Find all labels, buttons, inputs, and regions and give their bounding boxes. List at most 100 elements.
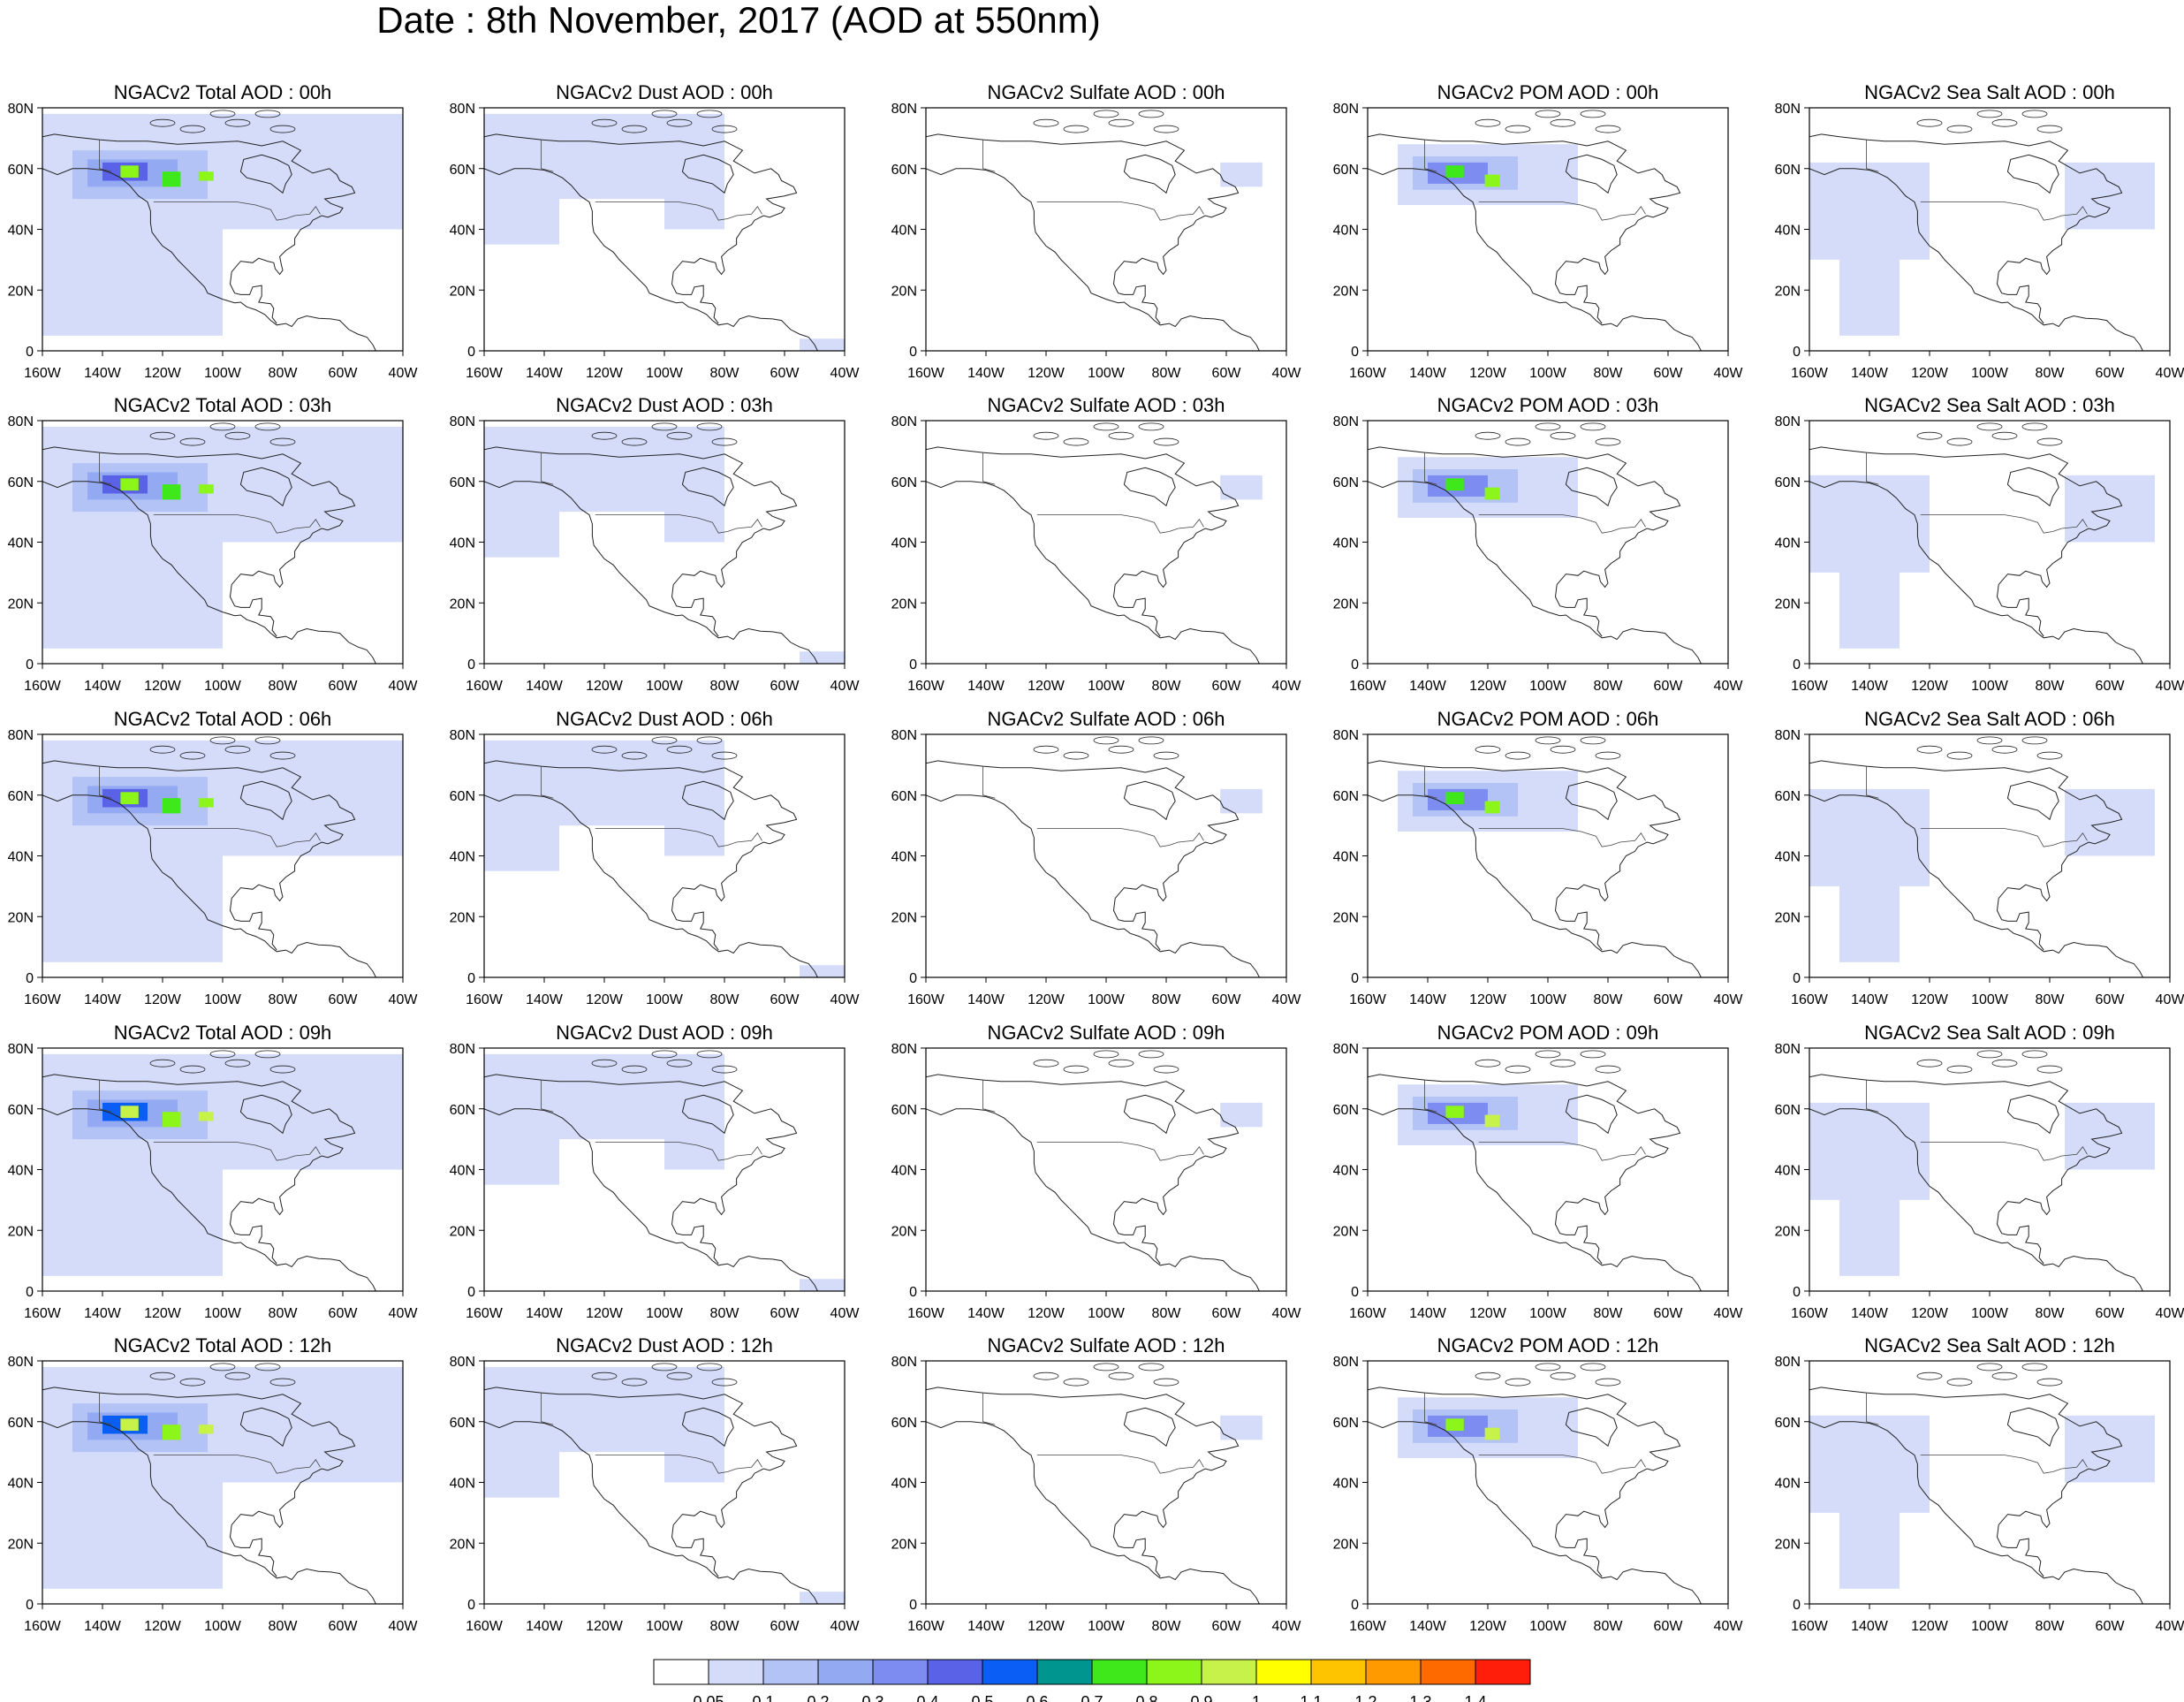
island-outline xyxy=(2036,1065,2063,1074)
island-outline xyxy=(1535,736,1561,745)
panel-title: NGACv2 Sea Salt AOD : 12h xyxy=(1864,1334,2115,1356)
x-tick-label: 100W xyxy=(646,1619,684,1634)
coastline xyxy=(484,1074,798,1216)
y-tick-label: 20N xyxy=(1333,596,1359,612)
x-tick-label: 80W xyxy=(710,1306,740,1321)
island-outline xyxy=(224,1059,251,1068)
x-tick-label: 60W xyxy=(2096,366,2126,381)
y-tick-label: 60N xyxy=(1333,789,1359,804)
y-tick-label: 80N xyxy=(1775,102,1801,117)
coastline xyxy=(2006,1094,2059,1135)
y-tick-label: 60N xyxy=(8,1416,34,1431)
x-tick-label: 40W xyxy=(2156,1306,2184,1321)
x-tick-label: 80W xyxy=(2036,1619,2066,1634)
panel-title: NGACv2 POM AOD : 03h xyxy=(1437,394,1659,416)
x-tick-label: 120W xyxy=(144,1619,182,1634)
country-border xyxy=(1478,1455,1646,1474)
island-outline xyxy=(696,1363,723,1371)
x-tick-label: 60W xyxy=(1654,1306,1684,1321)
island-outline xyxy=(1138,736,1164,745)
aod-patch xyxy=(163,1425,181,1440)
y-tick-label: 20N xyxy=(450,596,475,612)
x-tick-label: 120W xyxy=(1469,679,1507,694)
island-outline xyxy=(711,751,738,760)
y-tick-label: 0 xyxy=(26,657,34,672)
y-tick-label: 0 xyxy=(1793,971,1801,986)
island-outline xyxy=(179,1065,206,1074)
coastline xyxy=(1565,467,1618,507)
x-tick-label: 100W xyxy=(1088,679,1126,694)
map-panel-dust-2: NGACv2 Dust AOD : 06h 160W 140W 120W 100W 80W… xyxy=(450,708,861,1007)
y-tick-label: 40N xyxy=(891,536,917,551)
island-outline xyxy=(1580,1050,1606,1059)
y-tick-label: 80N xyxy=(8,728,34,743)
x-tick-label: 60W xyxy=(1212,1306,1242,1321)
y-tick-label: 20N xyxy=(1775,910,1801,925)
island-outline xyxy=(1138,422,1164,431)
island-outline xyxy=(651,736,678,745)
x-tick-label: 160W xyxy=(466,992,504,1007)
colorbar-swatch xyxy=(653,1659,709,1685)
panel-title: NGACv2 Sulfate AOD : 06h xyxy=(987,708,1225,730)
island-outline xyxy=(209,1050,236,1059)
y-tick-label: 60N xyxy=(1775,1416,1801,1431)
y-tick-label: 0 xyxy=(26,345,34,360)
country-border xyxy=(1424,1392,1437,1425)
coastline xyxy=(926,133,1240,276)
x-tick-label: 100W xyxy=(1971,366,2009,381)
y-tick-label: 60N xyxy=(1333,163,1359,178)
x-tick-label: 160W xyxy=(1349,1619,1387,1634)
island-outline xyxy=(254,1363,281,1371)
colorbar-swatch xyxy=(927,1659,983,1685)
coastline xyxy=(1112,271,1161,324)
panel-title: NGACv2 POM AOD : 00h xyxy=(1437,81,1659,103)
island-outline xyxy=(209,110,236,118)
island-outline xyxy=(1093,1363,1119,1371)
panel-title: NGACv2 Total AOD : 03h xyxy=(114,394,332,416)
y-tick-label: 60N xyxy=(1775,789,1801,804)
x-tick-label: 160W xyxy=(907,679,945,694)
x-tick-label: 140W xyxy=(967,679,1005,694)
coastline xyxy=(1565,1407,1618,1447)
island-outline xyxy=(149,1059,176,1068)
x-tick-label: 140W xyxy=(84,1619,122,1634)
x-tick-label: 160W xyxy=(1349,679,1387,694)
x-tick-label: 120W xyxy=(144,1306,182,1321)
country-border xyxy=(1920,514,2088,534)
colorbar-label: 1 xyxy=(1252,1693,1261,1702)
y-tick-label: 40N xyxy=(1775,1164,1801,1179)
coastline xyxy=(484,168,818,351)
aod-patch xyxy=(198,1112,214,1121)
country-border xyxy=(1036,514,1204,534)
y-tick-label: 40N xyxy=(1333,1164,1359,1179)
island-outline xyxy=(1475,745,1501,754)
country-border xyxy=(595,201,762,221)
island-outline xyxy=(1550,118,1576,127)
island-outline xyxy=(621,437,648,446)
x-tick-label: 80W xyxy=(269,366,299,381)
y-tick-label: 20N xyxy=(1333,284,1359,299)
aod-patch xyxy=(1839,870,1900,962)
y-tick-label: 80N xyxy=(450,1355,475,1370)
aod-patch xyxy=(1484,487,1500,500)
country-border xyxy=(153,1455,321,1474)
aod-patch xyxy=(163,798,181,814)
x-tick-label: 60W xyxy=(770,992,800,1007)
colorbar-label: 1.1 xyxy=(1300,1693,1322,1702)
y-tick-label: 80N xyxy=(450,414,475,429)
y-tick-label: 60N xyxy=(450,163,475,178)
island-outline xyxy=(1063,1378,1089,1387)
island-outline xyxy=(1991,431,2018,440)
country-border xyxy=(99,765,112,799)
x-tick-label: 40W xyxy=(1272,1619,1302,1634)
x-tick-label: 80W xyxy=(1152,679,1182,694)
panel-title: NGACv2 Sea Salt AOD : 06h xyxy=(1864,708,2115,730)
coastline xyxy=(1112,1524,1161,1577)
country-border xyxy=(541,765,554,799)
x-tick-label: 60W xyxy=(2096,679,2126,694)
x-tick-label: 80W xyxy=(710,679,740,694)
x-tick-label: 160W xyxy=(24,1306,62,1321)
x-tick-label: 100W xyxy=(1971,1306,2009,1321)
y-tick-label: 80N xyxy=(1333,102,1359,117)
country-border xyxy=(1036,828,1204,847)
